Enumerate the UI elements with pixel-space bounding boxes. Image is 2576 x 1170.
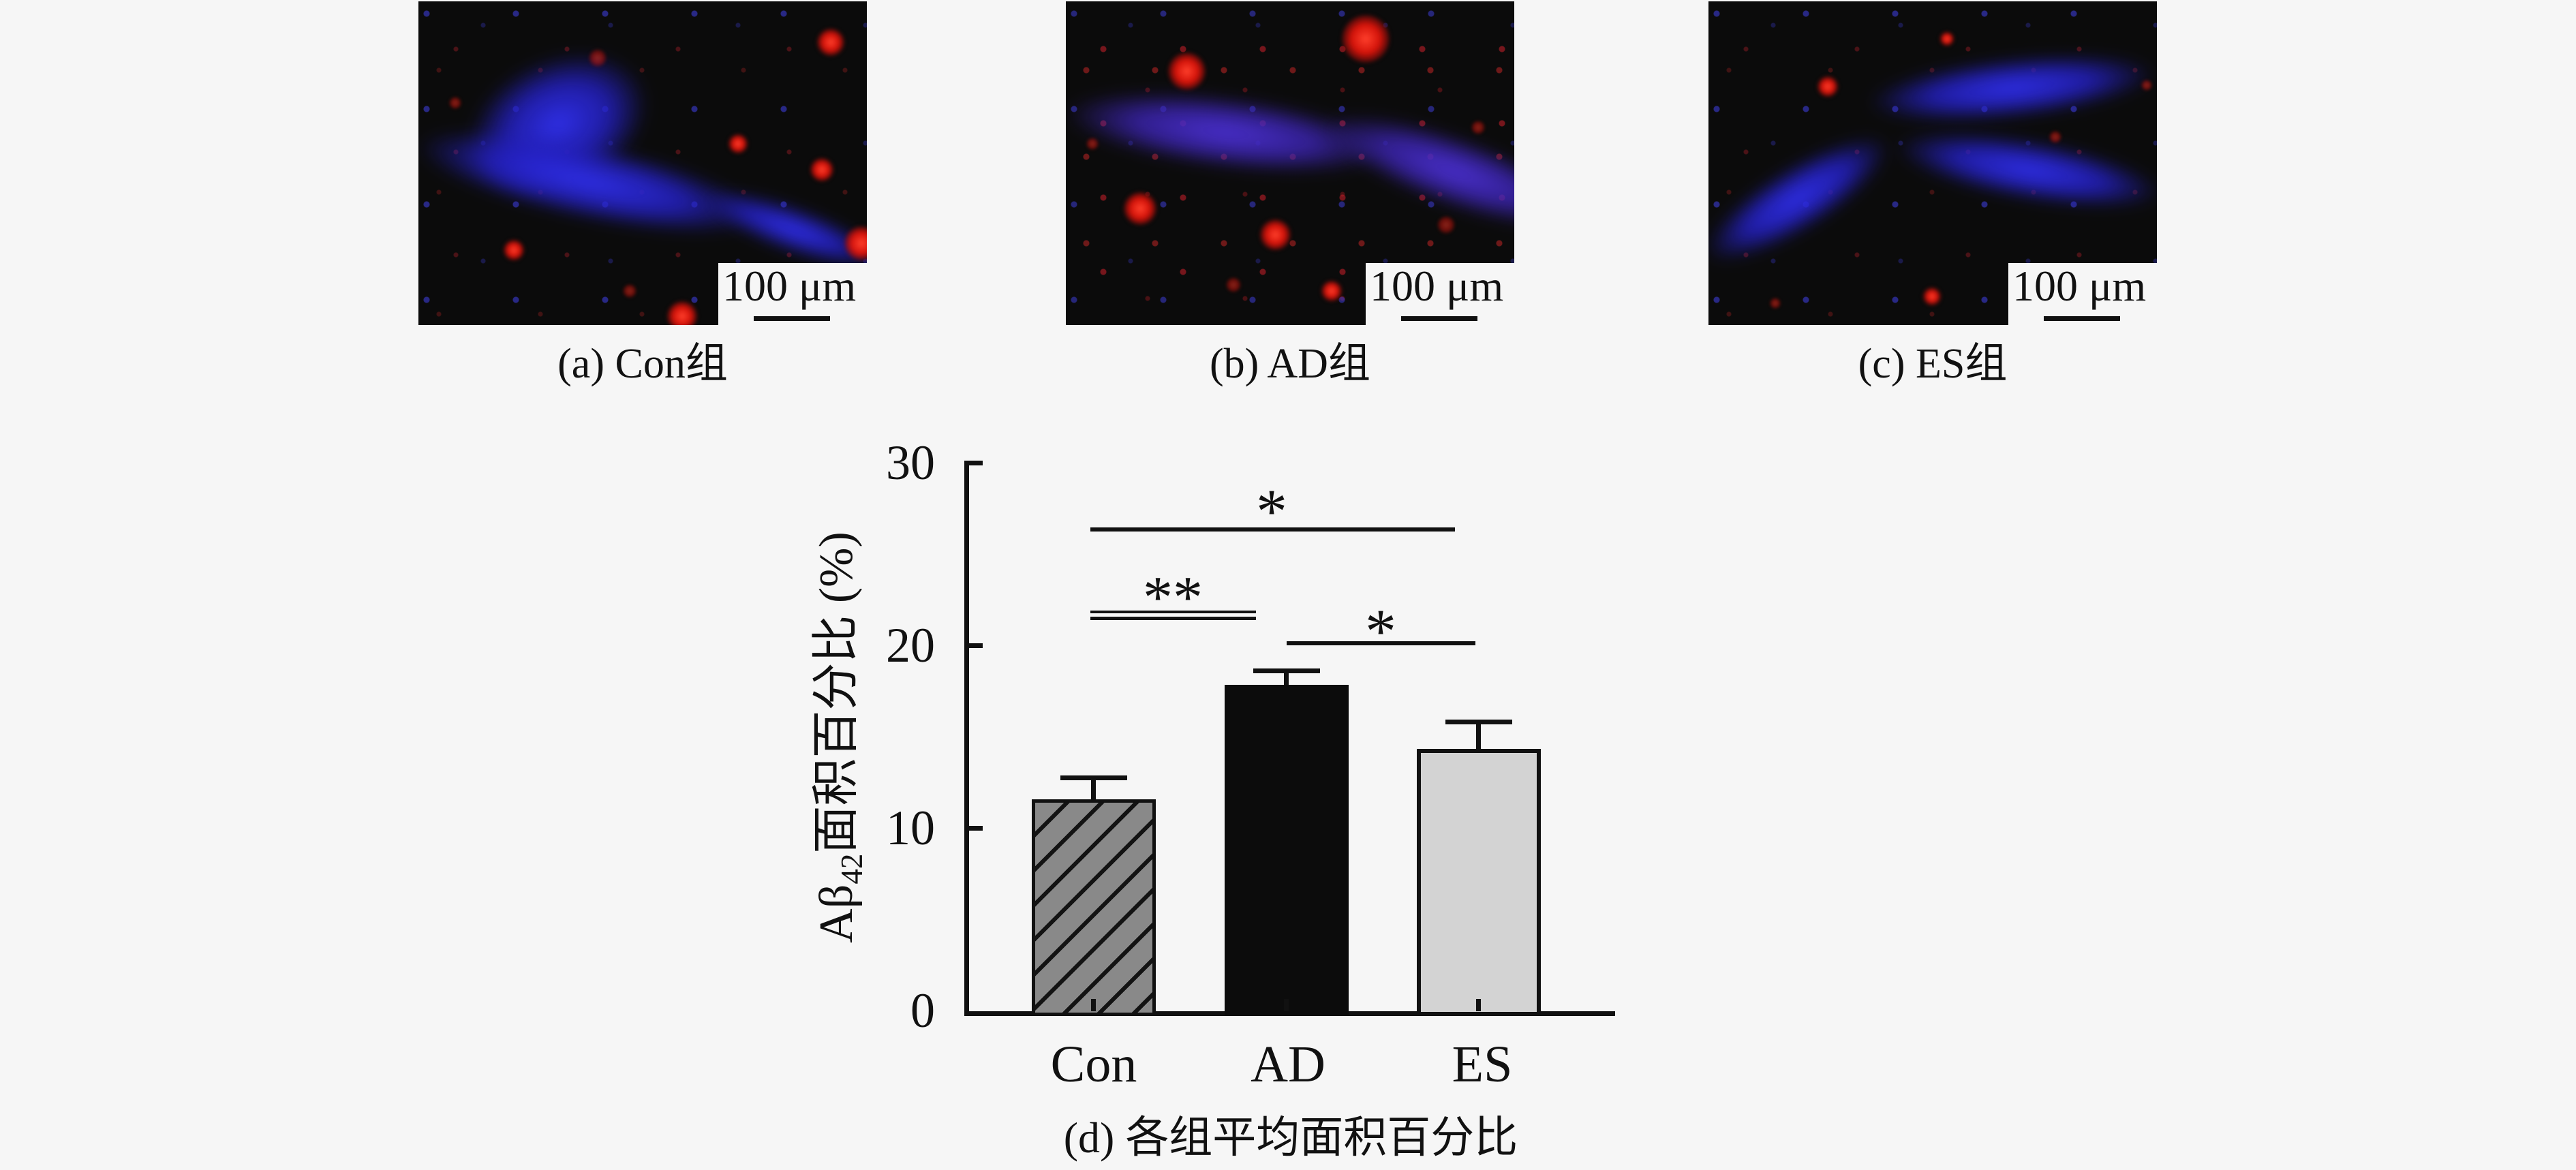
red-spot — [1226, 277, 1241, 292]
x-tick-es — [1476, 999, 1481, 1011]
significance-line-con-ad — [1090, 611, 1256, 620]
scale-bar — [1401, 316, 1477, 321]
red-spot — [1940, 32, 1954, 46]
micrograph-es: 100 μm — [1708, 1, 2157, 325]
y-tick-label-30: 30 — [886, 435, 935, 490]
red-spot — [667, 301, 697, 325]
y-tick-label-0: 0 — [910, 983, 935, 1038]
scale-bar-box: 100 μm — [1366, 263, 1514, 325]
red-spot — [1086, 138, 1099, 150]
red-spot — [2141, 80, 2152, 91]
red-spot — [1818, 76, 1838, 97]
significance-star-con-es: * — [1256, 476, 1287, 546]
red-spot — [1260, 219, 1291, 250]
red-spot — [810, 158, 833, 181]
scale-bar — [754, 316, 830, 321]
error-bar-ad — [1284, 671, 1289, 688]
red-spot — [504, 240, 524, 260]
error-bar-cap-es — [1445, 720, 1512, 724]
error-bar-es — [1476, 722, 1481, 752]
bar-con — [1032, 799, 1156, 1016]
bar-es — [1417, 749, 1541, 1016]
x-tick-con — [1091, 999, 1096, 1011]
x-label-ad: AD — [1251, 1036, 1325, 1093]
red-spot — [1471, 121, 1485, 134]
red-spot — [1770, 298, 1781, 309]
scale-bar-box: 100 μm — [718, 263, 867, 325]
error-bar-con — [1091, 778, 1096, 802]
bar-ad — [1225, 685, 1349, 1016]
red-spot — [1321, 281, 1342, 301]
y-axis-label-subscript: 42 — [835, 853, 869, 884]
error-bar-cap-ad — [1253, 668, 1320, 673]
y-axis — [964, 461, 969, 1016]
caption-panel-d: (d) 各组平均面积百分比 — [1063, 1113, 1518, 1162]
x-label-con: Con — [1050, 1036, 1137, 1093]
y-tick-30 — [969, 461, 983, 465]
red-spot — [817, 29, 844, 56]
red-spot — [589, 49, 607, 67]
red-spot — [1342, 15, 1390, 63]
y-axis-label-suffix: 面积百分比 (%) — [810, 532, 863, 854]
scale-bar-label: 100 μm — [2012, 262, 2147, 310]
y-tick-20 — [969, 643, 983, 648]
y-tick-label-20: 20 — [886, 618, 935, 673]
caption-panel-b: (b) AD组 — [1210, 341, 1370, 387]
scale-bar-box: 100 μm — [2008, 263, 2157, 325]
red-spot — [1437, 216, 1455, 234]
scale-bar-label: 100 μm — [722, 262, 857, 310]
significance-star-con-ad: ** — [1143, 565, 1203, 631]
red-spot — [844, 226, 867, 260]
y-axis-label-prefix: Aβ — [810, 884, 863, 943]
y-tick-10 — [969, 826, 983, 831]
y-axis-label: Aβ42面积百分比 (%) — [810, 328, 869, 1146]
red-spot — [449, 97, 461, 109]
x-label-es: ES — [1452, 1036, 1513, 1093]
red-spot — [623, 284, 637, 298]
red-spot — [1124, 192, 1156, 225]
significance-star-ad-es: * — [1365, 596, 1396, 666]
scale-bar-label: 100 μm — [1370, 262, 1504, 310]
red-spot — [1923, 288, 1941, 305]
significance-line-ad-es — [1287, 641, 1475, 645]
red-spot — [2049, 131, 2061, 143]
caption-panel-c: (c) ES组 — [1858, 341, 2008, 387]
scale-bar — [2044, 316, 2120, 321]
y-tick-label-10: 10 — [886, 801, 935, 855]
caption-panel-a: (a) Con组 — [557, 341, 728, 387]
micrograph-ad: 100 μm — [1066, 1, 1514, 325]
x-tick-ad — [1284, 999, 1289, 1011]
error-bar-cap-con — [1060, 775, 1127, 780]
micrograph-con: 100 μm — [418, 1, 867, 325]
significance-line-con-es — [1090, 527, 1455, 532]
red-spot — [729, 134, 748, 153]
red-spot — [1168, 52, 1206, 90]
